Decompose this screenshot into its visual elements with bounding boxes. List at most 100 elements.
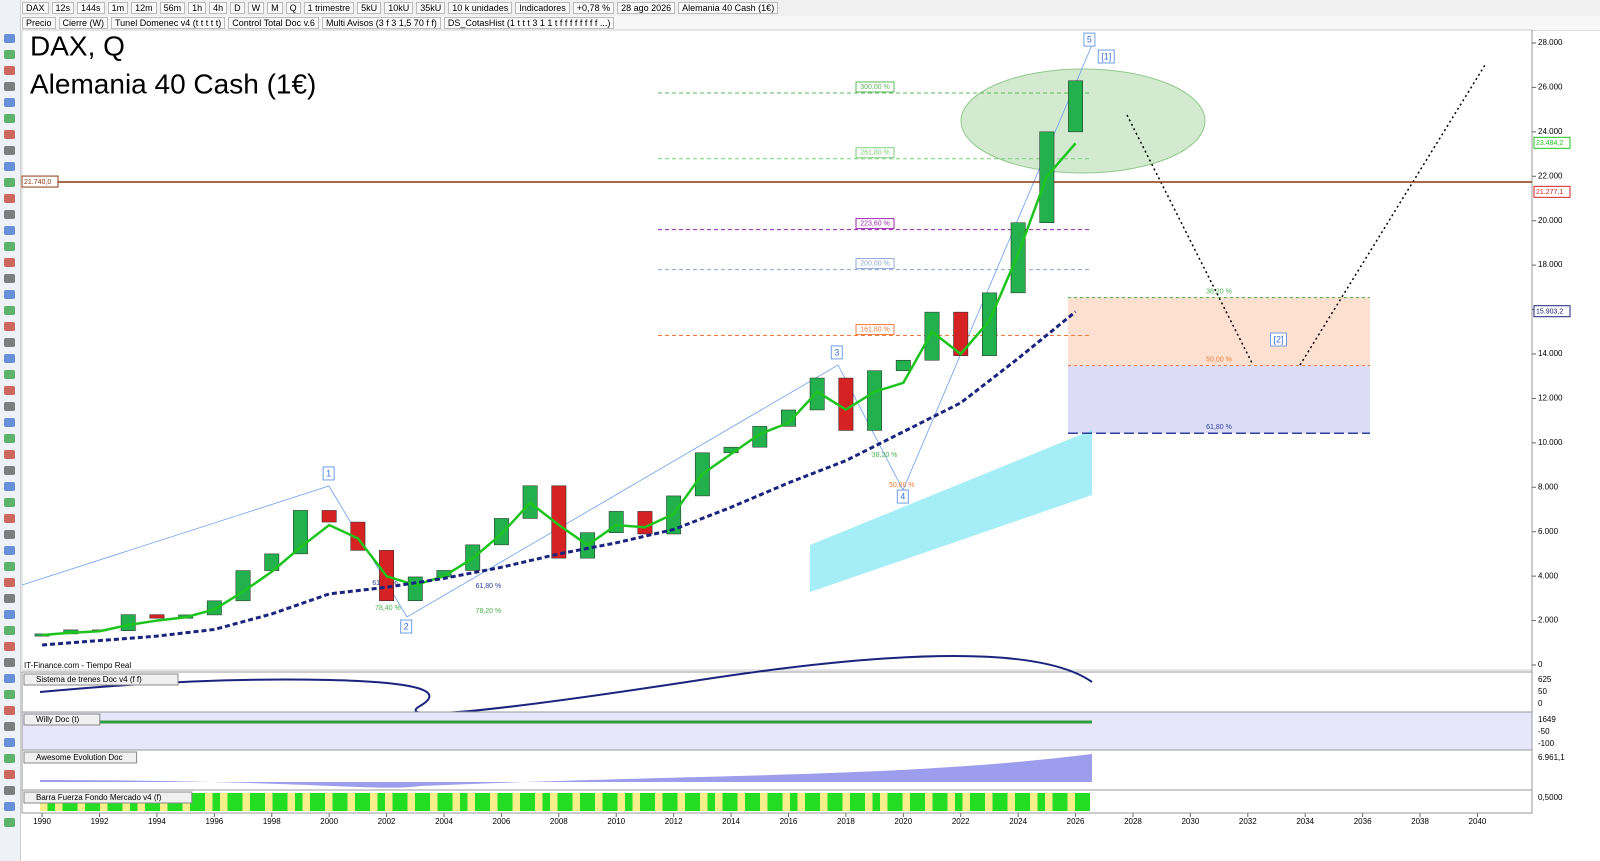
- tool-icon[interactable]: [4, 546, 15, 555]
- indicator-tag[interactable]: DS_CotasHist (1 t t t 3 1 1 t f f f f f …: [443, 17, 615, 29]
- strength-bar: [887, 793, 895, 811]
- strength-bar: [272, 793, 280, 811]
- tool-icon[interactable]: [4, 578, 15, 587]
- indicator-tag[interactable]: Cierre (W): [58, 17, 109, 29]
- tool-icon[interactable]: [4, 50, 15, 59]
- strength-bar: [520, 793, 528, 811]
- indicator-tag[interactable]: Multi Avisos (3 f 3 1,5 70 f f): [321, 17, 441, 29]
- tool-icon[interactable]: [4, 146, 15, 155]
- strength-bar: [407, 793, 415, 811]
- tool-icon[interactable]: [4, 738, 15, 747]
- toolbar-button[interactable]: 10 k unidades: [448, 2, 513, 14]
- tool-icon[interactable]: [4, 98, 15, 107]
- strength-bar: [580, 793, 588, 811]
- tool-icon[interactable]: [4, 786, 15, 795]
- toolbar-button[interactable]: 28 ago 2026: [617, 2, 676, 14]
- toolbar-button[interactable]: 1 trimestre: [303, 2, 355, 14]
- tool-icon[interactable]: [4, 194, 15, 203]
- toolbar-button[interactable]: 5kU: [357, 2, 382, 14]
- toolbar-button[interactable]: W: [247, 2, 265, 14]
- x-tick-label: 2020: [894, 817, 912, 826]
- tool-icon[interactable]: [4, 626, 15, 635]
- tool-icon[interactable]: [4, 642, 15, 651]
- tool-icon[interactable]: [4, 354, 15, 363]
- indicator-tag[interactable]: Control Total Doc v.6: [228, 17, 319, 29]
- tool-icon[interactable]: [4, 450, 15, 459]
- tool-icon[interactable]: [4, 226, 15, 235]
- tool-icon[interactable]: [4, 802, 15, 811]
- strength-bar: [610, 793, 618, 811]
- x-tick-label: 2010: [607, 817, 625, 826]
- strength-bar: [467, 793, 475, 811]
- tool-icon[interactable]: [4, 466, 15, 475]
- tool-icon[interactable]: [4, 130, 15, 139]
- tool-icon[interactable]: [4, 82, 15, 91]
- toolbar-button[interactable]: +0,78 %: [572, 2, 615, 14]
- strength-bar: [212, 793, 220, 811]
- tool-icon[interactable]: [4, 66, 15, 75]
- indicator-tag[interactable]: Precio: [22, 17, 56, 29]
- x-tick-label: 2002: [378, 817, 396, 826]
- toolbar-button[interactable]: D: [230, 2, 245, 14]
- tool-icon[interactable]: [4, 770, 15, 779]
- candle: [637, 511, 653, 535]
- tool-icon[interactable]: [4, 530, 15, 539]
- toolbar-button[interactable]: 12m: [131, 2, 157, 14]
- strength-bar: [902, 793, 910, 811]
- toolbar-button[interactable]: 10kU: [384, 2, 414, 14]
- strength-bar: [325, 793, 333, 811]
- tool-icon[interactable]: [4, 114, 15, 123]
- toolbar-button[interactable]: 56m: [159, 2, 186, 14]
- tool-icon[interactable]: [4, 402, 15, 411]
- tool-icon[interactable]: [4, 418, 15, 427]
- toolbar-button[interactable]: Alemania 40 Cash (1€): [678, 2, 779, 14]
- tool-icon[interactable]: [4, 818, 15, 827]
- tool-icon[interactable]: [4, 274, 15, 283]
- toolbar-button[interactable]: 1h: [188, 2, 207, 14]
- toolbar-button[interactable]: M: [267, 2, 283, 14]
- toolbar-button[interactable]: 35kU: [416, 2, 446, 14]
- tool-icon[interactable]: [4, 754, 15, 763]
- tool-icon[interactable]: [4, 210, 15, 219]
- strength-bar: [490, 793, 498, 811]
- tool-icon[interactable]: [4, 258, 15, 267]
- tool-icon[interactable]: [4, 290, 15, 299]
- strength-bar: [662, 793, 670, 811]
- tool-icon[interactable]: [4, 498, 15, 507]
- tool-icon[interactable]: [4, 162, 15, 171]
- tool-icon[interactable]: [4, 562, 15, 571]
- strength-bar: [257, 793, 265, 811]
- tool-icon[interactable]: [4, 706, 15, 715]
- x-tick-label: 2028: [1124, 817, 1142, 826]
- toolbar-button[interactable]: Q: [285, 2, 301, 14]
- toolbar-button[interactable]: DAX: [22, 2, 49, 14]
- chart-subtitle: Alemania 40 Cash (1€): [30, 68, 316, 99]
- tool-icon[interactable]: [4, 338, 15, 347]
- toolbar-button[interactable]: 4h: [209, 2, 228, 14]
- strength-bar: [917, 793, 925, 811]
- tool-icon[interactable]: [4, 658, 15, 667]
- toolbar-button[interactable]: 144s: [77, 2, 105, 14]
- tool-icon[interactable]: [4, 482, 15, 491]
- indicator-tag[interactable]: Tunel Domenec v4 (t t t t t): [111, 17, 226, 29]
- tool-icon[interactable]: [4, 690, 15, 699]
- strength-bar: [332, 793, 340, 811]
- tool-icon[interactable]: [4, 178, 15, 187]
- tool-icon[interactable]: [4, 610, 15, 619]
- strength-bar: [1022, 793, 1030, 811]
- toolbar-button[interactable]: 1m: [107, 2, 129, 14]
- tool-icon[interactable]: [4, 386, 15, 395]
- tool-icon[interactable]: [4, 34, 15, 43]
- zone-label: 38,20 %: [1206, 288, 1232, 295]
- tool-icon[interactable]: [4, 242, 15, 251]
- tool-icon[interactable]: [4, 322, 15, 331]
- tool-icon[interactable]: [4, 306, 15, 315]
- toolbar-button[interactable]: 12s: [51, 2, 75, 14]
- tool-icon[interactable]: [4, 370, 15, 379]
- toolbar-button[interactable]: Indicadores: [515, 2, 570, 14]
- tool-icon[interactable]: [4, 434, 15, 443]
- tool-icon[interactable]: [4, 594, 15, 603]
- tool-icon[interactable]: [4, 514, 15, 523]
- tool-icon[interactable]: [4, 722, 15, 731]
- tool-icon[interactable]: [4, 674, 15, 683]
